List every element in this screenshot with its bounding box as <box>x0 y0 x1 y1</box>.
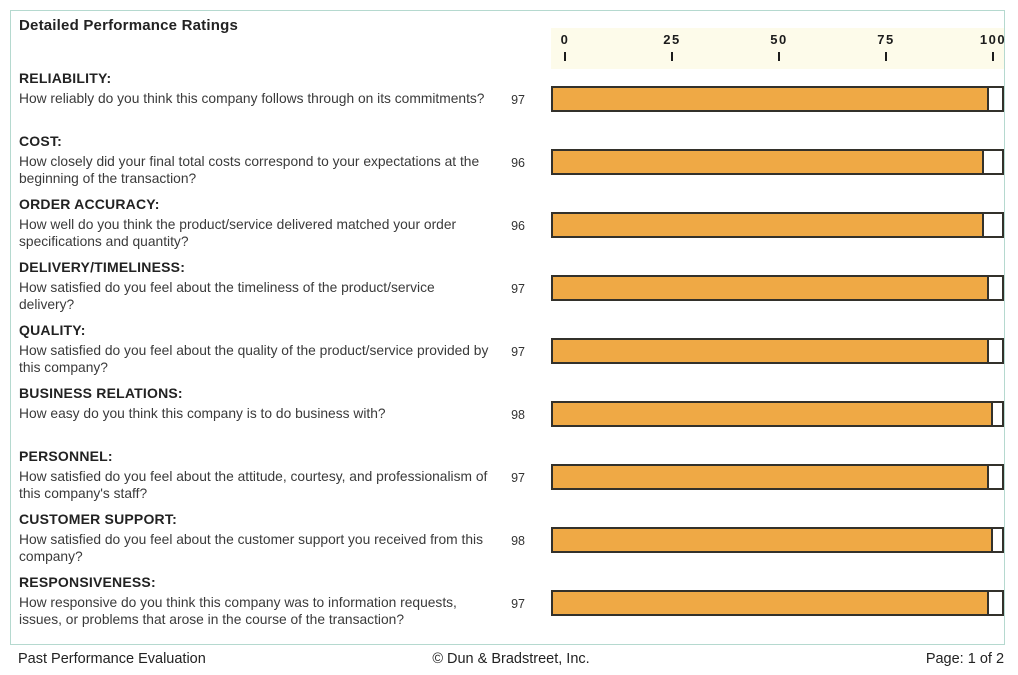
axis-tick-label: 50 <box>770 32 788 47</box>
bar-chart-cell <box>537 212 1004 243</box>
category-label: CUSTOMER SUPPORT: <box>19 511 177 527</box>
category-label: PERSONNEL: <box>19 448 113 464</box>
rating-row-business-relations: BUSINESS RELATIONS: How easy do you thin… <box>19 385 1004 439</box>
rating-row-delivery-timeliness: DELIVERY/TIMELINESS: How satisfied do yo… <box>19 259 1004 313</box>
category-label: COST: <box>19 133 62 149</box>
bar-track <box>551 149 1004 175</box>
bar-chart-cell <box>537 149 1004 180</box>
question-text: How satisfied do you feel about the atti… <box>19 469 488 501</box>
bar-fill <box>553 403 994 425</box>
bar-fill <box>553 466 989 488</box>
axis-tick-mark <box>992 52 994 61</box>
score-value: 97 <box>511 282 525 296</box>
question-text: How responsive do you think this company… <box>19 595 457 627</box>
question-text: How closely did your final total costs c… <box>19 154 480 186</box>
axis-tick-label: 100 <box>979 32 1007 47</box>
category-label: DELIVERY/TIMELINESS: <box>19 259 186 275</box>
axis-tick-mark <box>564 52 566 61</box>
bar-track <box>551 590 1004 616</box>
bar-chart-cell <box>537 464 1004 495</box>
score-value: 97 <box>511 597 525 611</box>
rating-row-cost: COST: How closely did your final total c… <box>19 133 1004 187</box>
question-text: How well do you think the product/servic… <box>19 217 457 249</box>
score-value: 96 <box>511 156 525 170</box>
footer-copyright: © Dun & Bradstreet, Inc. <box>432 651 590 667</box>
question-text: How satisfied do you feel about the cust… <box>19 532 483 564</box>
bar-fill <box>553 340 989 362</box>
axis-tick-label: 25 <box>663 32 681 47</box>
question-text: How satisfied do you feel about the qual… <box>19 343 489 375</box>
question-text: How easy do you think this company is to… <box>19 406 386 421</box>
bar-track <box>551 464 1004 490</box>
axis-ruler: 0 25 50 75 100 <box>561 28 1005 69</box>
rating-row-reliability: RELIABILITY: How reliably do you think t… <box>19 70 1004 124</box>
rating-row-responsiveness: RESPONSIVENESS: How responsive do you th… <box>19 574 1004 628</box>
bar-chart-cell <box>537 527 1004 558</box>
category-label: QUALITY: <box>19 322 86 338</box>
bar-fill <box>553 88 989 110</box>
bar-track <box>551 401 1004 427</box>
category-label: RELIABILITY: <box>19 70 112 86</box>
score-value: 97 <box>511 345 525 359</box>
score-value: 97 <box>511 93 525 107</box>
bar-track <box>551 86 1004 112</box>
footer-report-name: Past Performance Evaluation <box>18 651 206 667</box>
question-text: How satisfied do you feel about the time… <box>19 280 435 312</box>
footer-page-number: Page: 1 of 2 <box>925 651 1005 667</box>
axis-tick-mark <box>778 52 780 61</box>
bar-fill <box>553 151 985 173</box>
bar-fill <box>553 592 989 614</box>
score-value: 98 <box>511 534 525 548</box>
bar-chart-cell <box>537 401 1004 432</box>
rating-row-quality: QUALITY: How satisfied do you feel about… <box>19 322 1004 376</box>
bar-fill <box>553 529 994 551</box>
axis-tick-label: 0 <box>560 32 570 47</box>
axis-tick-label: 75 <box>877 32 895 47</box>
bar-track <box>551 275 1004 301</box>
score-value: 96 <box>511 219 525 233</box>
score-value: 98 <box>511 408 525 422</box>
rating-row-customer-support: CUSTOMER SUPPORT: How satisfied do you f… <box>19 511 1004 565</box>
bar-track <box>551 338 1004 364</box>
category-label: RESPONSIVENESS: <box>19 574 156 590</box>
bar-chart-cell <box>537 275 1004 306</box>
rating-row-personnel: PERSONNEL: How satisfied do you feel abo… <box>19 448 1004 502</box>
bar-fill <box>553 214 985 236</box>
score-value: 97 <box>511 471 525 485</box>
bar-track <box>551 212 1004 238</box>
question-text: How reliably do you think this company f… <box>19 91 485 106</box>
ratings-panel: Detailed Performance Ratings 0 25 50 75 <box>10 10 1005 645</box>
page-title: Detailed Performance Ratings <box>19 17 238 34</box>
rating-rows: RELIABILITY: How reliably do you think t… <box>19 61 1004 628</box>
page-footer: Past Performance Evaluation © Dun & Brad… <box>18 651 1004 667</box>
bar-chart-cell <box>537 590 1004 621</box>
chart-axis: 0 25 50 75 100 <box>551 28 1005 69</box>
category-label: ORDER ACCURACY: <box>19 196 160 212</box>
category-label: BUSINESS RELATIONS: <box>19 385 183 401</box>
bar-chart-cell <box>537 86 1004 117</box>
bar-fill <box>553 277 989 299</box>
bar-chart-cell <box>537 338 1004 369</box>
bar-track <box>551 527 1004 553</box>
rating-row-order-accuracy: ORDER ACCURACY: How well do you think th… <box>19 196 1004 250</box>
axis-tick-mark <box>671 52 673 61</box>
axis-tick-mark <box>885 52 887 61</box>
